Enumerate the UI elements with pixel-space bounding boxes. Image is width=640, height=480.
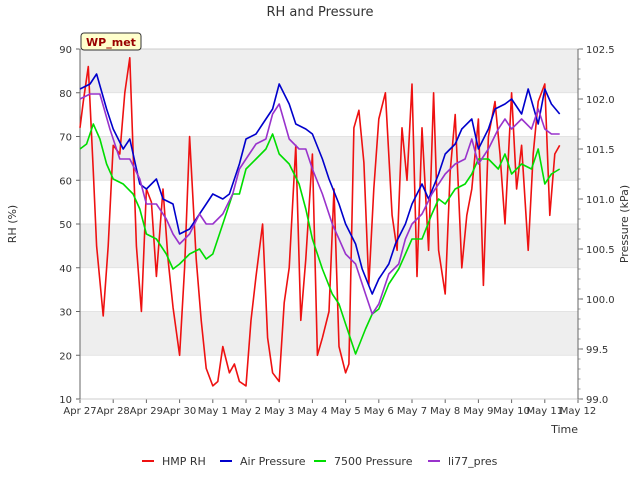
x-axis-label: Time — [550, 423, 578, 436]
y-tick-label: 60 — [59, 176, 72, 187]
x-tick-label: May 2 — [231, 406, 261, 417]
x-tick-label: May 10 — [493, 406, 530, 417]
y-tick-label: 80 — [59, 89, 72, 100]
series-line-2 — [79, 123, 561, 355]
y2-axis-label: Pressure (kPa) — [618, 185, 631, 263]
grid-band — [80, 136, 578, 181]
station-badge: WP_met — [80, 32, 142, 51]
y2-tick-label: 99.5 — [586, 345, 608, 356]
legend-label: li77_pres — [448, 455, 498, 468]
plot-area: 10 20 30 40 50 60 70 80 90 99.0 99.5 100.0 100.5 101.… — [59, 45, 614, 417]
x-tick-label: Apr 28 — [97, 406, 130, 417]
y2-tick-label: 100.0 — [586, 295, 615, 306]
y-tick-label: 40 — [59, 264, 72, 275]
series-line-3 — [79, 93, 560, 315]
legend: HMP RH Air Pressure 7500 Pressure li77_pres — [142, 455, 498, 468]
grid-band — [80, 311, 578, 356]
station-label: WP_met — [86, 36, 136, 49]
grid-band — [80, 49, 578, 93]
legend-label: HMP RH — [162, 455, 206, 468]
y2-tick-label: 99.0 — [586, 395, 608, 406]
x-tick-label: May 7 — [397, 406, 427, 417]
y-tick-label: 30 — [59, 308, 72, 319]
x-tick-label: May 6 — [364, 406, 394, 417]
y2-tick-label: 100.5 — [586, 245, 615, 256]
y-axis-label: RH (%) — [6, 205, 19, 243]
y2-tick-label: 101.0 — [586, 195, 615, 206]
x-tick-label: May 8 — [430, 406, 460, 417]
y-tick-label: 20 — [59, 351, 72, 362]
x-tick-label: May 12 — [560, 406, 597, 417]
legend-label: 7500 Pressure — [334, 455, 413, 468]
y-tick-label: 70 — [59, 133, 72, 144]
grid-band — [80, 224, 578, 268]
x-tick-label: May 4 — [297, 406, 327, 417]
x-tick-label: Apr 29 — [130, 406, 163, 417]
y-tick-label: 10 — [59, 395, 72, 406]
x-tick-label: May 1 — [198, 406, 228, 417]
x-tick-label: Apr 27 — [63, 406, 96, 417]
x-tick-label: May 9 — [463, 406, 493, 417]
x-tick-label: May 11 — [527, 406, 564, 417]
legend-label: Air Pressure — [240, 455, 306, 468]
y2-tick-label: 101.5 — [586, 145, 615, 156]
y2-tick-label: 102.5 — [586, 45, 615, 56]
y2-tick-label: 102.0 — [586, 95, 615, 106]
x-tick-label: May 5 — [330, 406, 360, 417]
chart-title: RH and Pressure — [266, 5, 373, 20]
series-line-1 — [79, 73, 561, 295]
x-tick-label: Apr 30 — [163, 406, 196, 417]
y-tick-label: 90 — [59, 45, 72, 56]
x-tick-label: May 3 — [264, 406, 294, 417]
y-tick-label: 50 — [59, 220, 72, 231]
